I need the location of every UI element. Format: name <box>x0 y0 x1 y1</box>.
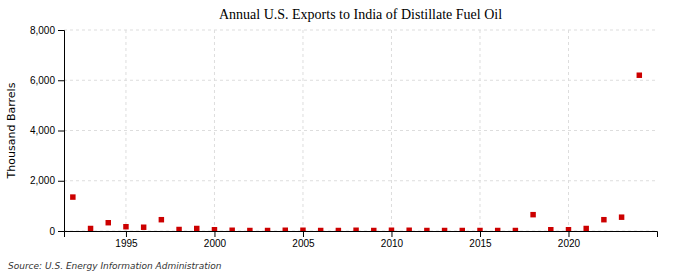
y-axis-title: Thousand Barrels <box>5 82 18 179</box>
point <box>70 194 75 199</box>
point <box>159 217 164 222</box>
point <box>176 227 181 231</box>
point <box>371 228 376 231</box>
point <box>229 228 234 231</box>
tick-mark <box>480 231 481 237</box>
grid-line <box>64 130 657 131</box>
tick-label: 6,000 <box>30 75 55 86</box>
tick-label: 2020 <box>558 238 581 249</box>
point <box>530 212 535 217</box>
point <box>583 226 588 231</box>
tick: 2000 <box>204 231 227 249</box>
grid-line <box>568 30 569 231</box>
tick: 2,000 <box>30 175 64 186</box>
tick: 2015 <box>469 231 492 249</box>
grid-line <box>214 30 215 231</box>
title: Annual U.S. Exports to India of Distilla… <box>219 7 502 22</box>
axis-line <box>58 31 65 232</box>
point <box>247 228 252 231</box>
tick: 4,000 <box>30 125 64 136</box>
x-axis: 1995 2000 2005 2010 2015 2020 <box>65 231 658 249</box>
point <box>513 228 518 231</box>
point <box>212 227 217 231</box>
point <box>637 72 642 77</box>
tick-mark <box>58 181 64 182</box>
point <box>389 228 394 231</box>
grid <box>64 30 657 231</box>
point <box>283 228 288 231</box>
point <box>123 224 128 229</box>
tick: 0 <box>49 226 64 237</box>
tick: 2010 <box>381 231 404 249</box>
tick: 2005 <box>292 231 315 249</box>
y-axis: 0 2,000 4,000 6,000 8,000 <box>30 25 65 237</box>
point <box>566 227 571 231</box>
grid-line <box>391 30 392 231</box>
tick-mark <box>214 231 215 237</box>
tick-label: 4,000 <box>30 125 55 136</box>
tick-label: 1995 <box>115 238 138 249</box>
tick: 8,000 <box>30 25 64 36</box>
point <box>442 228 447 231</box>
tick-mark <box>568 231 569 237</box>
tick-mark <box>58 131 64 132</box>
tick-label: 0 <box>49 226 55 237</box>
annotation: Source: U.S. Energy Information Administ… <box>8 261 222 271</box>
point <box>477 228 482 231</box>
tick-label: 2,000 <box>30 175 55 186</box>
tick-mark <box>58 30 64 31</box>
tick: 1995 <box>115 231 138 249</box>
tick: 6,000 <box>30 75 64 86</box>
point <box>141 224 146 229</box>
point <box>265 228 270 231</box>
point <box>194 226 199 231</box>
point <box>318 228 323 231</box>
tick-label: 2005 <box>292 238 315 249</box>
grid-line <box>125 30 126 231</box>
tick-mark <box>303 231 304 237</box>
tick-label: 8,000 <box>30 25 55 36</box>
points <box>70 72 642 231</box>
point <box>601 217 606 222</box>
point <box>424 228 429 231</box>
point <box>88 226 93 231</box>
tick-mark <box>58 231 64 232</box>
tick: 2020 <box>558 231 581 249</box>
plot-area: 1995 2000 2005 2010 2015 2020 0 2,000 4,000 6,000… <box>30 25 658 249</box>
point <box>406 228 411 231</box>
tick-mark <box>391 231 392 237</box>
tick-label: 2015 <box>469 238 492 249</box>
point <box>353 228 358 231</box>
point <box>495 228 500 231</box>
grid-line <box>302 30 303 231</box>
tick-label: 2000 <box>204 238 227 249</box>
axis-line <box>65 232 658 238</box>
chart: 1995 2000 2005 2010 2015 2020 0 2,000 4,000 6,000… <box>0 0 675 275</box>
tick-mark <box>126 231 127 237</box>
tick-mark <box>58 80 64 81</box>
point <box>548 227 553 231</box>
point <box>619 214 624 219</box>
point <box>460 228 465 231</box>
point <box>300 228 305 231</box>
point <box>336 228 341 231</box>
point <box>106 220 111 225</box>
grid-line <box>479 30 480 231</box>
tick-label: 2010 <box>381 238 404 249</box>
